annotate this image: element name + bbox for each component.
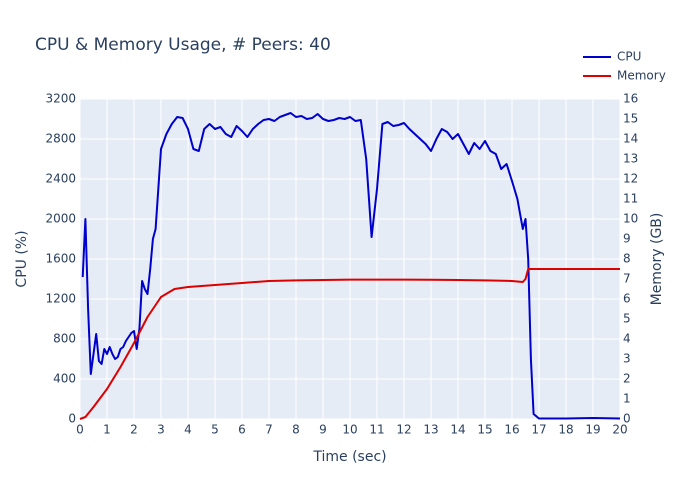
y2-tick-label: 9: [623, 232, 631, 246]
y2-tick-label: 0: [623, 412, 631, 426]
y-axis-title: CPU (%): [14, 230, 30, 287]
x-tick-label: 2: [130, 423, 138, 437]
y2-tick-label: 4: [623, 332, 631, 346]
legend-label: Memory: [617, 69, 666, 83]
y2-tick-label: 14: [623, 132, 638, 146]
y-tick-label: 400: [53, 372, 76, 386]
y-tick-label: 2000: [45, 212, 76, 226]
y-tick-label: 1200: [45, 292, 76, 306]
y2-tick-label: 2: [623, 372, 631, 386]
y2-tick-label: 11: [623, 192, 638, 206]
y-tick-label: 1600: [45, 252, 76, 266]
y2-tick-label: 8: [623, 252, 631, 266]
y2-tick-label: 12: [623, 172, 638, 186]
x-tick-label: 3: [157, 423, 165, 437]
x-tick-label: 19: [585, 423, 600, 437]
y2-tick-label: 16: [623, 92, 638, 106]
x-tick-label: 15: [477, 423, 492, 437]
y2-tick-label: 15: [623, 112, 638, 126]
x-tick-label: 16: [504, 423, 519, 437]
legend-label: CPU: [617, 50, 641, 64]
x-tick-label: 13: [423, 423, 438, 437]
y2-tick-label: 1: [623, 392, 631, 406]
x-tick-label: 14: [450, 423, 465, 437]
series-line: [79, 268, 620, 420]
x-tick-label: 20: [612, 423, 627, 437]
x-tick-label: 9: [319, 423, 327, 437]
x-tick-label: 8: [292, 423, 300, 437]
series-line: [81, 112, 621, 420]
x-tick-label: 18: [558, 423, 573, 437]
y2-tick-label: 10: [623, 212, 638, 226]
x-tick-label: 0: [76, 423, 84, 437]
y-tick-label: 2800: [45, 132, 76, 146]
x-tick-label: 11: [369, 423, 384, 437]
chart-title: CPU & Memory Usage, # Peers: 40: [35, 35, 331, 55]
x-tick-label: 4: [184, 423, 192, 437]
y2-tick-label: 3: [623, 352, 631, 366]
y2-tick-label: 5: [623, 312, 631, 326]
y2-tick-label: 13: [623, 152, 638, 166]
x-tick-label: 17: [531, 423, 546, 437]
y-tick-label: 800: [53, 332, 76, 346]
x-tick-label: 5: [211, 423, 219, 437]
x-tick-label: 1: [103, 423, 111, 437]
y-tick-label: 2400: [45, 172, 76, 186]
y-tick-label: 3200: [45, 92, 76, 106]
y-tick-label: 0: [68, 412, 76, 426]
y2-tick-label: 7: [623, 272, 631, 286]
x-tick-label: 12: [396, 423, 411, 437]
x-tick-label: 7: [265, 423, 273, 437]
x-tick-label: 10: [342, 423, 357, 437]
y2-tick-label: 6: [623, 292, 631, 306]
x-tick-label: 6: [238, 423, 246, 437]
x-axis-title: Time (sec): [312, 449, 386, 465]
y2-axis-title: Memory (GB): [649, 213, 665, 306]
